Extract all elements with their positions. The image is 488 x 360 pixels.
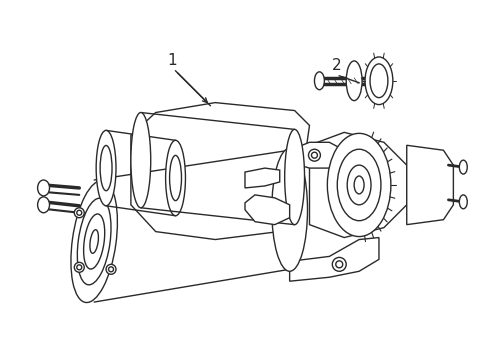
- Ellipse shape: [353, 176, 364, 194]
- Ellipse shape: [458, 160, 467, 174]
- Ellipse shape: [71, 180, 117, 302]
- Ellipse shape: [314, 72, 324, 90]
- Text: 1: 1: [167, 53, 177, 68]
- Ellipse shape: [83, 214, 104, 269]
- Ellipse shape: [346, 61, 361, 100]
- Polygon shape: [244, 168, 279, 188]
- Ellipse shape: [284, 129, 304, 225]
- Ellipse shape: [335, 261, 342, 268]
- Ellipse shape: [108, 267, 113, 272]
- Polygon shape: [289, 142, 344, 168]
- Ellipse shape: [346, 165, 370, 205]
- Ellipse shape: [90, 230, 98, 253]
- Polygon shape: [309, 132, 406, 238]
- Ellipse shape: [458, 195, 467, 209]
- Ellipse shape: [77, 210, 81, 215]
- Ellipse shape: [365, 57, 392, 105]
- Ellipse shape: [311, 152, 317, 158]
- Ellipse shape: [74, 208, 84, 218]
- Ellipse shape: [332, 257, 346, 271]
- Ellipse shape: [106, 264, 116, 274]
- Text: 2: 2: [331, 58, 341, 73]
- Polygon shape: [131, 103, 309, 239]
- Polygon shape: [244, 195, 289, 225]
- Ellipse shape: [77, 265, 81, 270]
- Ellipse shape: [131, 113, 150, 208]
- Ellipse shape: [74, 262, 84, 272]
- Ellipse shape: [308, 149, 320, 161]
- Polygon shape: [406, 145, 452, 225]
- Ellipse shape: [326, 133, 390, 237]
- Ellipse shape: [38, 197, 49, 213]
- Ellipse shape: [165, 140, 185, 216]
- Ellipse shape: [337, 149, 380, 221]
- Ellipse shape: [96, 130, 116, 206]
- Ellipse shape: [38, 180, 49, 196]
- Polygon shape: [289, 238, 378, 281]
- Ellipse shape: [271, 148, 307, 271]
